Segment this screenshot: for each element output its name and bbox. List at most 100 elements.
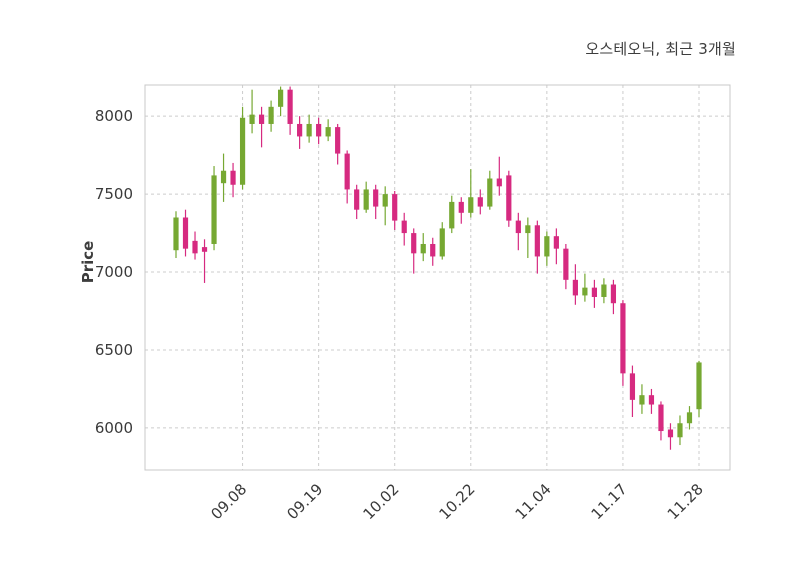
candle-body	[392, 194, 398, 221]
candle-body	[239, 117, 246, 185]
candle	[173, 211, 179, 259]
candle-body	[401, 220, 407, 234]
candle-body	[515, 220, 521, 234]
candle-body	[658, 404, 664, 432]
candle-body	[677, 423, 683, 438]
y-tick-label: 8000	[95, 107, 133, 125]
candle	[392, 190, 398, 230]
candle	[610, 279, 617, 315]
candle-body	[563, 248, 569, 280]
candle	[553, 228, 559, 265]
candle	[544, 231, 550, 266]
candle	[278, 86, 284, 117]
candle-body	[430, 243, 436, 257]
candle	[686, 406, 693, 430]
candle	[601, 278, 607, 304]
candle-body	[211, 175, 217, 244]
candle-body	[601, 284, 607, 297]
candle-body	[506, 175, 512, 221]
candle-body	[278, 89, 284, 107]
candle	[572, 264, 578, 305]
axis-tick-labels: 6000 6500 7000 7500 8000 09.08 09.19 10.02 10.22…	[95, 107, 707, 523]
candle	[335, 123, 341, 165]
candle-body	[544, 236, 550, 257]
candle	[496, 156, 502, 196]
candle	[582, 273, 588, 302]
candle	[458, 197, 464, 224]
candle	[696, 360, 702, 418]
candle-body	[268, 106, 274, 124]
x-tick-label: 11.04	[512, 480, 555, 523]
candle-body	[249, 114, 255, 124]
candle	[506, 170, 512, 227]
candle-body	[534, 225, 540, 257]
candle-body	[297, 123, 303, 137]
candle-body	[496, 178, 502, 187]
candle	[439, 222, 445, 260]
x-tick-label: 09.08	[207, 480, 250, 523]
candle-body	[173, 217, 179, 251]
candle-body	[639, 395, 645, 405]
candle	[677, 415, 683, 446]
chart-title: 오스테오닉, 최근 3개월	[585, 40, 736, 58]
candle	[239, 106, 246, 190]
candle-body	[316, 123, 322, 137]
candle	[534, 220, 540, 274]
candle	[220, 153, 227, 202]
candle	[211, 166, 217, 251]
candle	[563, 243, 569, 290]
x-tick-label: 11.28	[664, 480, 707, 523]
candle-body	[306, 123, 312, 137]
y-tick-label: 6500	[95, 341, 133, 359]
candle	[525, 217, 531, 259]
candle	[477, 189, 483, 215]
candles	[173, 86, 702, 450]
candle	[182, 209, 189, 257]
x-tick-label: 10.02	[359, 480, 402, 523]
y-tick-label: 7000	[95, 263, 133, 281]
candle	[639, 384, 645, 414]
candle	[648, 388, 655, 414]
candle-body	[382, 194, 388, 207]
candle-body	[591, 287, 597, 297]
candle-body	[287, 89, 293, 124]
candle	[515, 212, 521, 251]
candle	[658, 401, 664, 441]
candle	[487, 170, 493, 210]
candle	[430, 237, 436, 266]
candle-body	[582, 287, 588, 296]
candle	[420, 233, 426, 262]
candle-body	[220, 170, 227, 184]
candle	[591, 279, 597, 308]
candle	[297, 116, 303, 149]
candle	[287, 86, 293, 135]
candle-body	[696, 362, 702, 410]
candle-body	[373, 189, 379, 207]
candle-body	[629, 373, 636, 400]
candle	[629, 365, 636, 418]
candle	[344, 150, 350, 204]
candle-body	[667, 429, 674, 438]
candle-body	[468, 197, 474, 213]
candle	[382, 186, 388, 226]
y-tick-label: 7500	[95, 185, 133, 203]
candle	[363, 181, 369, 213]
candle-body	[477, 197, 483, 207]
y-tick-label: 6000	[95, 419, 133, 437]
candle	[316, 117, 322, 145]
candle	[620, 300, 626, 386]
candle	[306, 114, 312, 143]
candle	[230, 162, 236, 198]
candle-body	[363, 189, 369, 210]
candle-body	[572, 279, 578, 296]
candle	[268, 100, 274, 132]
candle-body	[620, 303, 626, 374]
candle	[192, 231, 198, 260]
candle-body	[344, 153, 350, 190]
candle-body	[553, 236, 559, 249]
candle-body	[182, 217, 189, 249]
candle	[373, 184, 379, 220]
candle	[325, 119, 331, 142]
x-tick-label: 10.22	[436, 480, 479, 523]
